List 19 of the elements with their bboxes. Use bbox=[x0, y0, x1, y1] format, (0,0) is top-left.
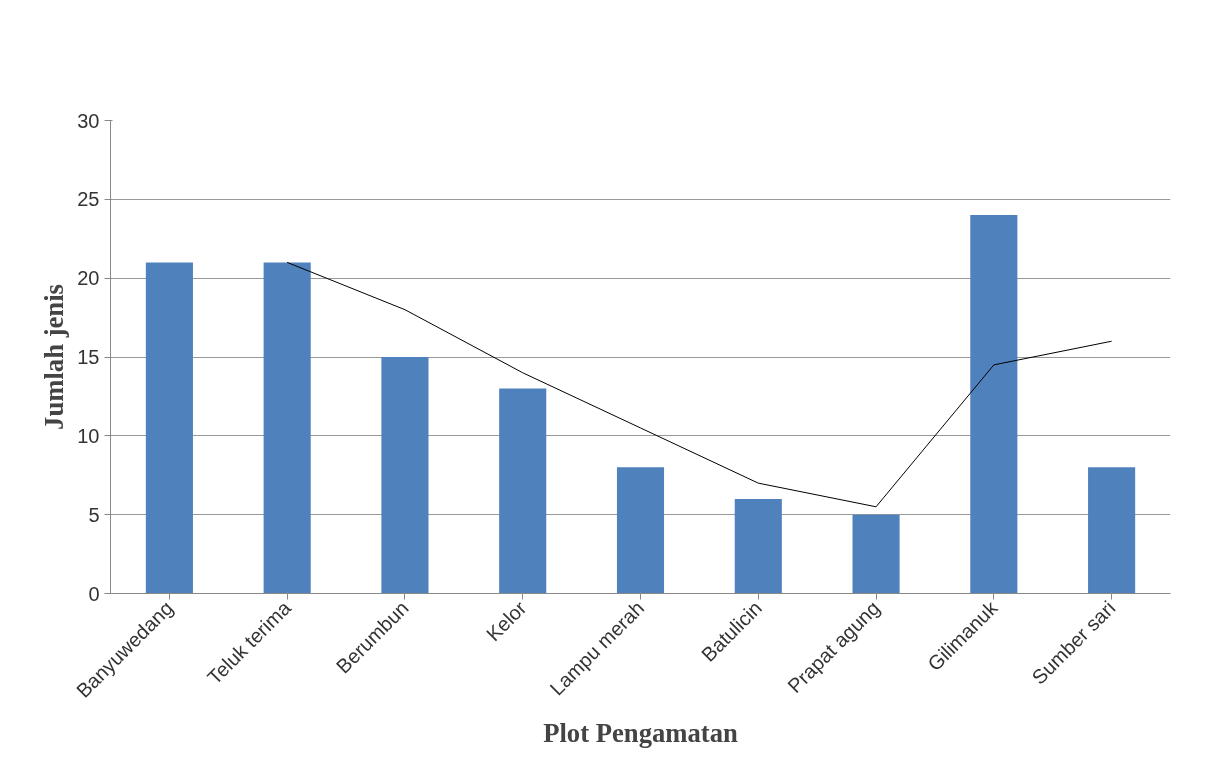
y-tick-label: 15 bbox=[77, 346, 100, 368]
y-tick-label: 5 bbox=[88, 503, 100, 526]
y-tick-label: 10 bbox=[77, 424, 100, 447]
bar bbox=[499, 388, 547, 594]
y-tick-label: 20 bbox=[77, 267, 100, 290]
bar bbox=[734, 498, 782, 594]
y-tick-label: 30 bbox=[77, 109, 100, 132]
y-axis-title: Jumlah jenis bbox=[39, 284, 70, 430]
bar bbox=[970, 215, 1018, 594]
bar bbox=[1088, 467, 1136, 594]
bar bbox=[145, 262, 193, 594]
bar bbox=[616, 467, 665, 594]
line-series bbox=[286, 261, 1113, 508]
bar bbox=[381, 357, 429, 594]
y-tick-label: 0 bbox=[88, 582, 100, 605]
y-tick-label: 25 bbox=[77, 188, 100, 211]
x-axis-title: Plot Pengamatan bbox=[543, 717, 739, 748]
bar bbox=[263, 262, 311, 594]
bar bbox=[852, 514, 900, 594]
